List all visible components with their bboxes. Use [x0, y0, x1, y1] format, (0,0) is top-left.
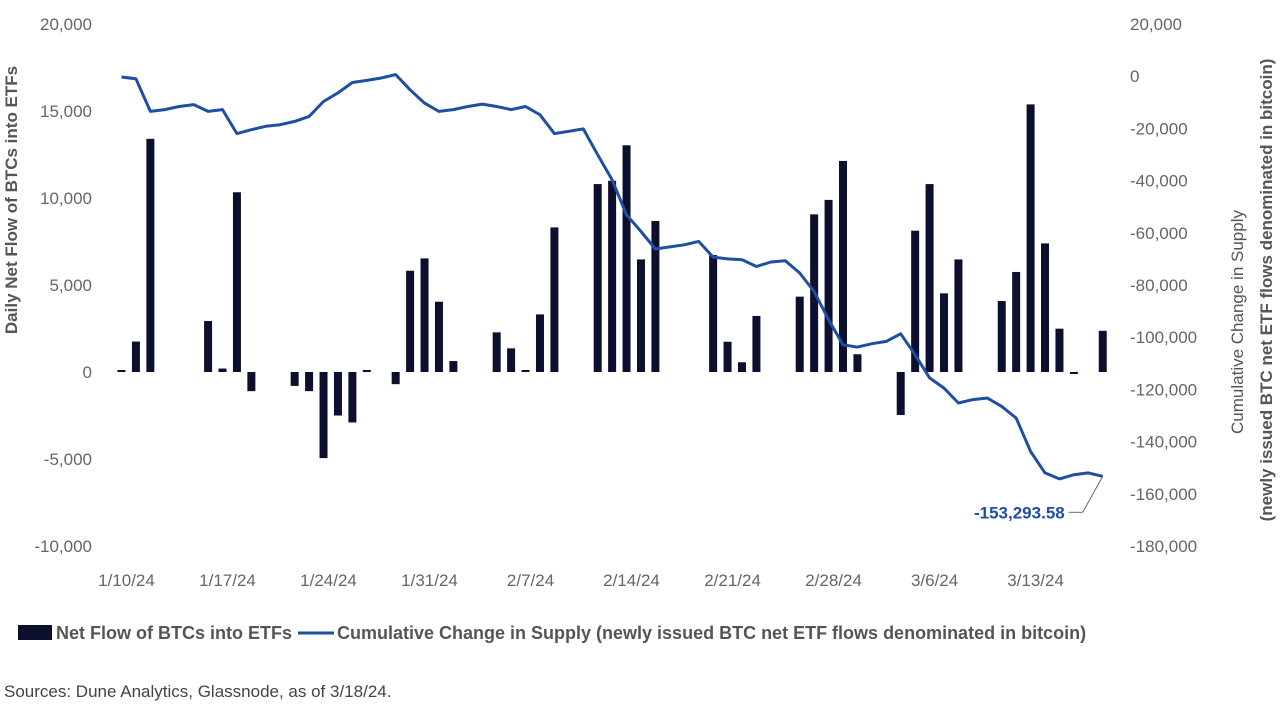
x-tick-label: 2/21/24: [704, 571, 761, 590]
left-tick-label: 0: [83, 363, 92, 382]
flow-bar: [853, 354, 862, 372]
flow-bar: [954, 259, 963, 372]
x-tick-label: 3/13/24: [1007, 571, 1064, 590]
flow-bar: [507, 348, 516, 372]
flow-bar: [911, 230, 920, 372]
flow-bar: [535, 314, 544, 372]
x-tick-label: 2/28/24: [805, 571, 862, 590]
legend-bar-swatch: [18, 625, 52, 640]
x-tick-label: 1/10/24: [98, 571, 155, 590]
end-value-annotation: -153,293.58: [974, 503, 1065, 522]
flow-bar: [752, 315, 761, 372]
flow-bar: [290, 372, 299, 386]
left-tick-label: 10,000: [40, 189, 92, 208]
flow-bar: [651, 220, 660, 372]
x-tick-label: 1/31/24: [401, 571, 458, 590]
x-tick-label: 2/14/24: [603, 571, 660, 590]
sources-note: Sources: Dune Analytics, Glassnode, as o…: [4, 682, 391, 701]
left-axis-title: Daily Net Flow of BTCs into ETFs: [2, 66, 21, 334]
left-tick-label: 5,000: [49, 276, 92, 295]
right-tick-label: 0: [1130, 67, 1139, 86]
flow-bar: [737, 362, 746, 372]
cumulative-supply-line: [121, 73, 1104, 481]
flow-bar: [1026, 104, 1035, 372]
right-tick-label: -140,000: [1130, 433, 1197, 452]
flow-bar: [362, 370, 371, 372]
flow-bar: [333, 372, 342, 416]
flow-bar: [723, 341, 732, 372]
left-tick-label: -5,000: [44, 450, 92, 469]
flow-bar: [319, 372, 328, 459]
right-tick-label: -100,000: [1130, 328, 1197, 347]
flow-bar: [550, 227, 559, 372]
flow-bar: [232, 192, 241, 372]
flow-bar: [1055, 328, 1064, 372]
flow-bar: [593, 184, 602, 372]
legend-bar-label: Net Flow of BTCs into ETFs: [56, 623, 292, 643]
flow-bar: [117, 370, 126, 372]
left-tick-label: -10,000: [34, 537, 92, 556]
flow-bar: [896, 372, 905, 415]
flow-bar: [997, 301, 1006, 372]
flow-bar: [391, 372, 400, 385]
flow-bar: [218, 368, 227, 372]
left-axis-ticks: 20,000 15,000 10,000 5,000 0 -5,000 -10,000: [34, 15, 92, 556]
right-tick-label: -40,000: [1130, 172, 1188, 191]
flow-bar: [1012, 271, 1021, 372]
flow-bar: [622, 145, 631, 372]
right-axis-ticks: 20,000 0 -20,000 -40,000 -60,000 -80,000 -100,…: [1130, 15, 1197, 556]
right-tick-label: -60,000: [1130, 224, 1188, 243]
right-tick-label: -180,000: [1130, 537, 1197, 556]
x-tick-label: 3/6/24: [911, 571, 958, 590]
flow-bar: [1041, 243, 1050, 372]
flow-bar: [420, 258, 429, 372]
flow-bar: [492, 332, 501, 372]
right-tick-label: -20,000: [1130, 119, 1188, 138]
right-tick-label: -120,000: [1130, 380, 1197, 399]
legend: Net Flow of BTCs into ETFs Cumulative Ch…: [18, 623, 1086, 643]
right-tick-label: -160,000: [1130, 485, 1197, 504]
left-tick-label: 20,000: [40, 15, 92, 34]
flow-bar: [940, 293, 949, 372]
bar-series: [117, 104, 1107, 459]
right-tick-label: -80,000: [1130, 276, 1188, 295]
flow-bar: [709, 255, 718, 372]
flow-bar: [305, 372, 314, 392]
left-tick-label: 15,000: [40, 102, 92, 121]
flow-bar: [824, 199, 833, 372]
right-axis-title-line2: (newly issued BTC net ETF flows denomina…: [1257, 59, 1276, 522]
flow-bar: [406, 270, 415, 372]
flow-bar: [1098, 330, 1107, 372]
flow-bar: [434, 301, 443, 372]
flow-bar: [1069, 372, 1078, 374]
right-axis-title-line1: Cumulative Change in Supply: [1228, 210, 1247, 434]
flow-bar: [925, 184, 934, 372]
x-tick-label: 2/7/24: [507, 571, 554, 590]
flow-bar: [131, 341, 140, 372]
flow-bar: [247, 372, 256, 392]
legend-line-label: Cumulative Change in Supply (newly issue…: [337, 623, 1086, 643]
flow-bar: [204, 321, 213, 372]
flow-bar: [521, 370, 530, 372]
flow-bar: [839, 160, 847, 372]
x-tick-label: 1/24/24: [300, 571, 357, 590]
flow-bar: [449, 361, 458, 372]
x-tick-label: 1/17/24: [199, 571, 256, 590]
annotation-leader-line: [1082, 476, 1104, 513]
flow-bar: [146, 138, 155, 372]
flow-bar: [348, 372, 357, 423]
flow-bar: [608, 180, 617, 372]
x-axis-ticks: 1/10/24 1/17/24 1/24/24 1/31/24 2/7/24 2/14/2…: [98, 571, 1064, 590]
right-tick-label: 20,000: [1130, 15, 1182, 34]
flow-bar: [636, 259, 645, 372]
flow-bar: [795, 296, 804, 372]
